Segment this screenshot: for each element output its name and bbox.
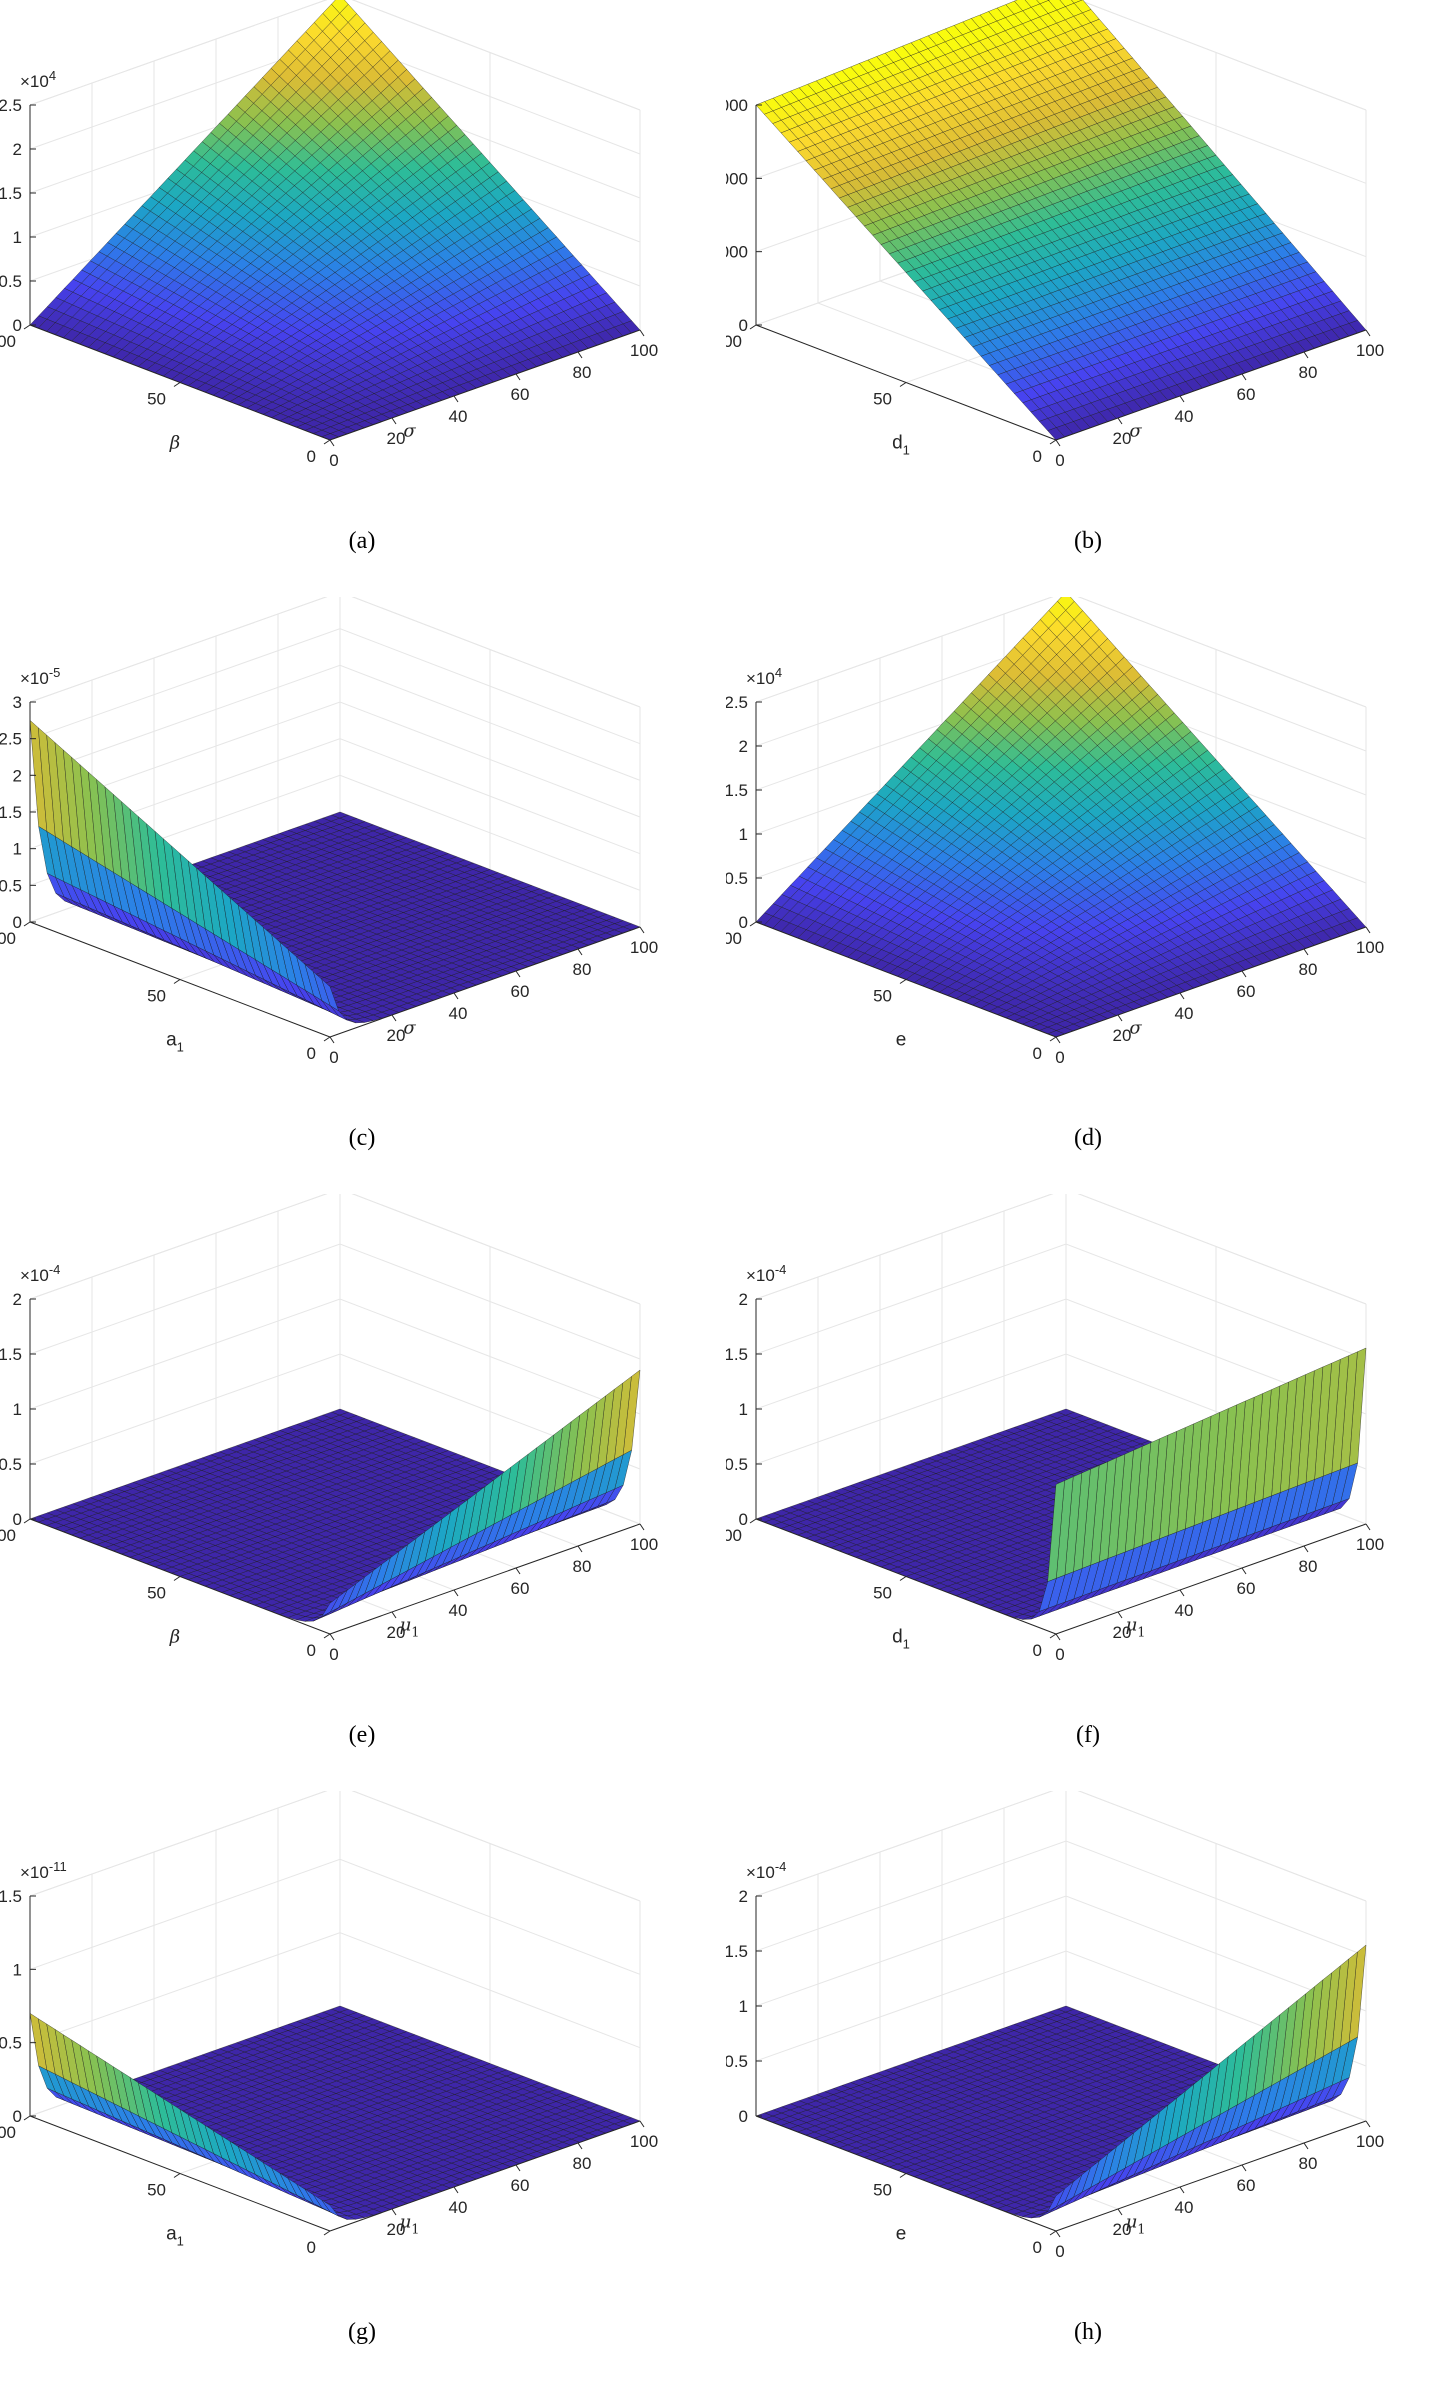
z-tick-label: 0.5 [0, 272, 22, 291]
z-tick-label: 15000 [726, 96, 748, 115]
panel-caption: (b) [1074, 528, 1102, 554]
y-axis-label-sub: 1 [177, 1039, 184, 1054]
x-tick-label: 0 [329, 451, 338, 470]
z-tick-label: 1.5 [0, 184, 22, 203]
x-tick-label: 40 [1175, 407, 1194, 426]
x-axis-label: σ [403, 1018, 416, 1039]
z-tick-label: 2 [13, 140, 22, 159]
chart-panel: 00.511.522.53×10-5R0020406080100σ050100a… [0, 597, 725, 1197]
chart-panel: 00.511.522.5×104R0020406080100σ050100β(a… [0, 0, 725, 600]
surface-plot: 050001000015000R0020406080100σ050100d1(b… [726, 0, 1451, 600]
x-tick-label: 60 [511, 982, 530, 1001]
x-tick-label: 60 [1237, 385, 1256, 404]
x-axis-label: σ [1129, 421, 1142, 442]
x-tick [640, 927, 644, 933]
y-tick-label: 100 [726, 332, 742, 351]
z-tick-label: 3 [13, 693, 22, 712]
panel-caption: (c) [349, 1125, 376, 1151]
x-tick-label: 40 [449, 407, 468, 426]
x-tick [1304, 352, 1308, 358]
y-tick [324, 440, 330, 444]
x-tick [392, 1015, 396, 1021]
y-tick-label: 50 [147, 390, 166, 409]
z-exponent-power: -5 [49, 665, 61, 680]
surface-mesh [30, 0, 640, 440]
grid-line [30, 702, 640, 817]
x-tick-label: 100 [1356, 341, 1384, 360]
z-tick-label: 2.5 [0, 730, 22, 749]
y-tick-label: 100 [0, 332, 16, 351]
z-tick-label: 10000 [726, 169, 748, 188]
surface-mesh [756, 597, 1366, 1037]
x-tick [516, 374, 520, 380]
x-tick [640, 330, 644, 336]
x-tick [578, 352, 582, 358]
y-tick-label: 50 [147, 987, 166, 1006]
y-tick-label: 50 [873, 390, 892, 409]
y-tick [750, 325, 756, 329]
x-tick [1056, 440, 1060, 446]
y-tick [1050, 440, 1056, 444]
box-edge [30, 597, 340, 702]
y-axis-label-sub: 1 [903, 442, 910, 457]
x-tick-label: 60 [511, 385, 530, 404]
chart-panel: 050001000015000R0020406080100σ050100d1(b… [726, 0, 1451, 600]
x-tick [1242, 374, 1246, 380]
x-tick-label: 100 [630, 341, 658, 360]
y-tick [174, 383, 180, 387]
x-tick [578, 949, 582, 955]
y-tick [24, 922, 30, 926]
x-tick-label: 0 [329, 1048, 338, 1067]
y-tick [24, 325, 30, 329]
z-exponent-power: 4 [49, 68, 56, 83]
x-axis-label: σ [403, 421, 416, 442]
z-tick-label: 2 [13, 766, 22, 785]
y-tick-label: 0 [1033, 447, 1042, 466]
y-tick-label: 0 [307, 447, 316, 466]
x-tick-label: 80 [1299, 363, 1318, 382]
y-tick [900, 383, 906, 387]
x-tick [392, 418, 396, 424]
grid-line [30, 597, 640, 707]
x-tick [454, 396, 458, 402]
x-tick-label: 80 [573, 363, 592, 382]
x-tick [330, 1037, 334, 1043]
y-axis-label: β [169, 432, 180, 453]
grid-line [30, 629, 640, 744]
surface-plot: 00.511.522.53×10-5R0020406080100σ050100a… [0, 597, 725, 1197]
x-tick [516, 971, 520, 977]
y-axis-label: a1 [166, 1029, 184, 1054]
z-exponent: ×104 [20, 68, 56, 91]
z-tick-label: 1 [13, 228, 22, 247]
z-tick-label: 0.5 [0, 876, 22, 895]
surface-plot: 00.511.522.5×104R0020406080100σ050100β(a… [0, 0, 725, 600]
x-tick-label: 0 [1055, 451, 1064, 470]
z-tick-label: 1.5 [0, 803, 22, 822]
y-tick-label: 100 [0, 929, 16, 948]
surface-plot: 00.511.522.5×104R0020406080100σ050100e(d… [726, 597, 1451, 1197]
panel-caption: (a) [349, 528, 376, 554]
x-tick [1366, 330, 1370, 336]
x-tick-label: 100 [630, 938, 658, 957]
z-tick-label: 2.5 [0, 96, 22, 115]
y-tick [324, 1037, 330, 1041]
z-tick-label: 1 [13, 840, 22, 859]
y-tick-label: 0 [307, 1044, 316, 1063]
x-tick [1180, 396, 1184, 402]
surface-mesh [756, 0, 1366, 440]
z-exponent: ×10-5 [20, 665, 60, 688]
x-tick-label: 40 [449, 1004, 468, 1023]
x-tick [1118, 418, 1122, 424]
y-axis-label: d1 [892, 432, 910, 457]
x-tick-label: 80 [573, 960, 592, 979]
chart-panel: 00.511.522.5×104R0020406080100σ050100e(d… [726, 597, 1451, 1197]
surface-mesh [30, 720, 640, 1023]
x-tick [454, 993, 458, 999]
grid-line [30, 665, 640, 780]
y-tick [174, 980, 180, 984]
x-tick [330, 440, 334, 446]
